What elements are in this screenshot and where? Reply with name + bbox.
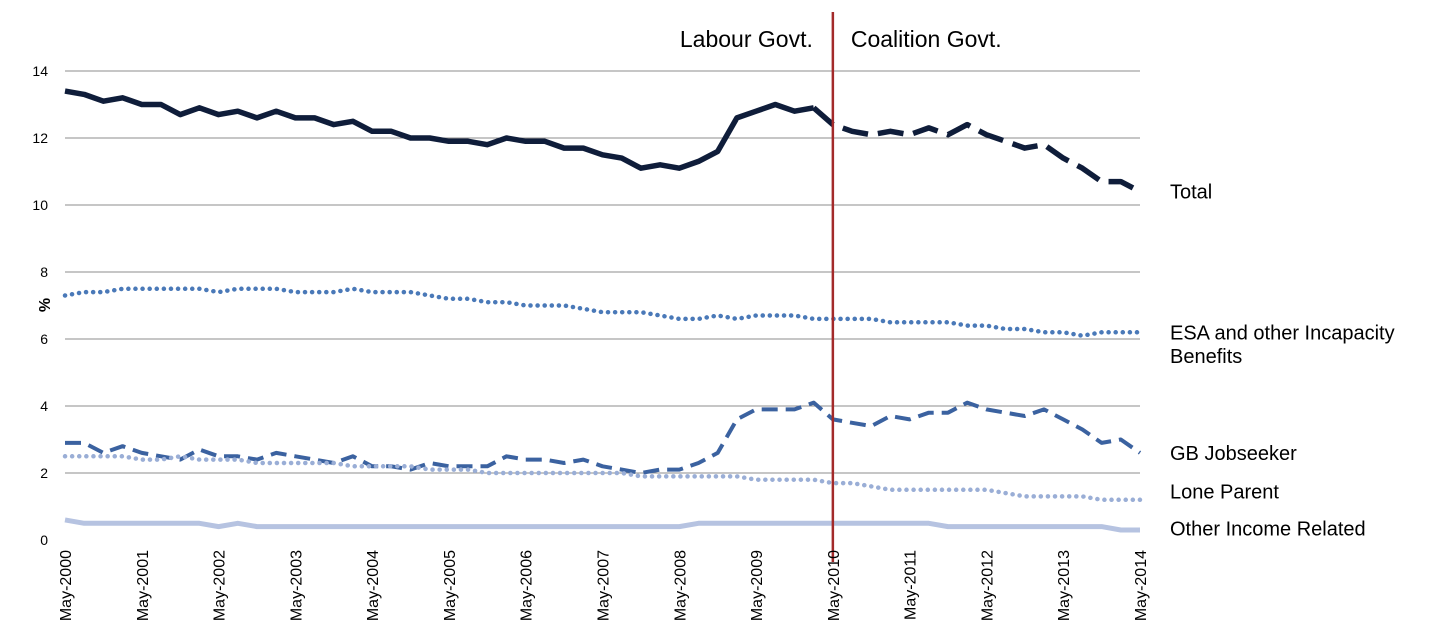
x-tick-label: May-2008: [672, 550, 689, 621]
x-tick-label: May-2003: [288, 550, 305, 621]
y-tick-label: 14: [32, 63, 48, 79]
series-lines: [62, 88, 1143, 533]
x-axis-ticks: May-2000 May-2001 May-2002 May-2003 May-2004…: [58, 550, 1150, 621]
labour-govt-label: Labour Govt.: [680, 26, 813, 52]
series-label: ESA and other Incapacity: [1170, 322, 1395, 344]
x-tick-label: May-2013: [1056, 550, 1073, 621]
series-line-esa-and-other-incapacity-benefits: [62, 286, 1143, 338]
x-tick-label: May-2006: [519, 550, 536, 621]
x-tick-label: May-2005: [442, 550, 459, 621]
series-label: Benefits: [1170, 346, 1242, 368]
x-tick-label: May-2000: [58, 550, 75, 621]
series-label: Lone Parent: [1170, 481, 1279, 503]
series-label: Other Income Related: [1170, 518, 1366, 540]
x-tick-label: May-2009: [749, 550, 766, 621]
series-line-other-income-related: [64, 517, 1140, 533]
x-tick-label: May-2001: [135, 550, 152, 621]
y-axis-label: %: [37, 298, 54, 312]
x-tick-label: May-2011: [903, 550, 920, 620]
series-line-gb-jobseeker: [65, 400, 1142, 475]
y-axis-ticks: 0 2 4 6 8 10 12 14: [32, 63, 48, 548]
x-tick-label: May-2007: [596, 550, 613, 621]
y-tick-label: 2: [40, 465, 48, 481]
y-tick-label: 6: [40, 331, 48, 347]
x-tick-label: May-2012: [979, 550, 996, 621]
y-tick-label: 0: [40, 532, 48, 548]
gridlines: [65, 70, 1140, 474]
x-tick-label: May-2004: [365, 550, 382, 621]
series-line-lone-parent: [62, 454, 1143, 503]
y-tick-label: 10: [32, 197, 48, 213]
y-tick-label: 8: [40, 264, 48, 280]
coalition-govt-label: Coalition Govt.: [851, 26, 1002, 52]
y-tick-label: 4: [40, 398, 48, 414]
x-tick-label: May-2014: [1133, 550, 1150, 621]
x-tick-label: May-2002: [212, 550, 229, 621]
x-tick-label: May-2010: [826, 550, 843, 621]
series-label: GB Jobseeker: [1170, 443, 1297, 465]
series-line-total-coalition: [811, 105, 1142, 195]
y-tick-label: 12: [32, 130, 48, 146]
series-line-total: [64, 88, 815, 171]
series-label: Total: [1170, 182, 1212, 204]
